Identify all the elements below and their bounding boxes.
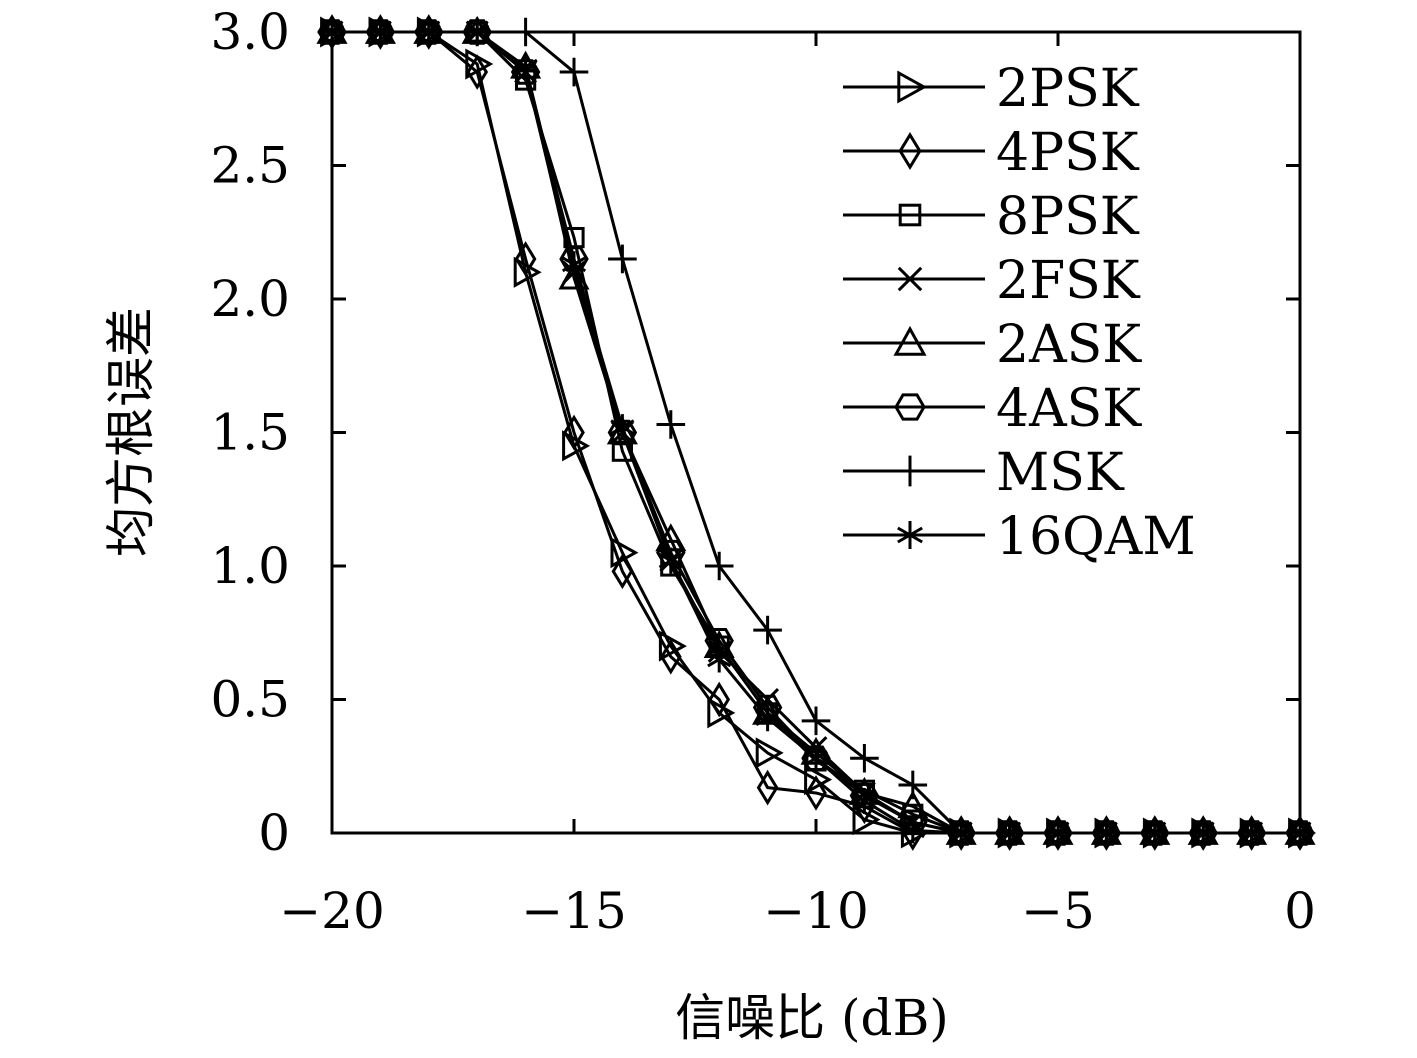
data-point-16qam [803,745,829,772]
data-point-16qam [900,817,925,844]
x-axis-title: 信噪比 (dB) [675,989,949,1047]
data-point-2psk [707,697,736,729]
data-point-4psk [514,241,537,277]
series-msk [317,17,1315,848]
data-point-16qam [513,53,538,80]
y-tick-label: 2.5 [210,137,290,195]
data-point-16qam [610,414,635,441]
data-point-4ask [704,628,734,654]
legend-label-4psk: 4PSK [996,123,1140,183]
x-tick-label: −20 [279,882,385,940]
data-point-msk [850,743,879,773]
data-point-4psk [708,681,731,718]
x-tick-label: 0 [1284,882,1316,940]
legend-label-8psk: 8PSK [996,187,1140,247]
data-point-2psk [755,737,784,769]
legend-marker-2fsk [897,266,923,292]
plot-area [316,14,1317,851]
data-point-16qam [852,787,877,814]
legend-item-8psk: 8PSK [843,187,1140,247]
data-point-4psk [611,553,634,590]
legend-item-2ask: 2ASK [843,315,1142,375]
legend-marker-8psk [898,203,922,227]
y-tick-label: 0.5 [210,671,290,729]
x-tick-label: −5 [1021,882,1095,940]
legend-item-msk: MSK [843,443,1125,503]
data-point-4psk [853,788,876,825]
data-point-4ask [849,782,880,809]
legend-marker-16qam [897,521,923,549]
legend-item-2fsk: 2FSK [843,251,1141,311]
legend-label-16qam: 16QAM [996,507,1196,567]
data-point-4ask [752,694,783,721]
legend-marker-2psk [897,70,928,104]
data-point-2psk [804,764,833,796]
data-point-msk [898,770,928,800]
data-point-16qam [561,251,587,278]
y-tick-label: 2.0 [210,270,290,328]
data-point-msk [753,615,782,645]
data-point-msk [656,410,686,439]
data-point-4ask [510,59,541,85]
legend-item-4ask: 4ASK [843,379,1142,439]
x-tick-label: −15 [521,882,627,940]
data-point-msk [608,244,637,274]
legend-label-msk: MSK [996,443,1125,503]
data-point-msk [559,57,589,87]
data-point-4ask [801,745,831,771]
data-point-msk [801,706,831,736]
data-point-4ask [559,246,589,272]
axis-ticks [330,30,1302,835]
data-point-4psk [466,54,489,90]
data-point-2ask [558,261,590,290]
y-tick-label: 1.0 [210,537,290,595]
y-axis-title: 均方根误差 [102,307,160,557]
legend-label-2fsk: 2FSK [996,251,1141,311]
data-point-16qam [658,547,683,574]
legend-label-2ask: 2ASK [996,315,1142,375]
y-tick-label: 3.0 [210,3,290,61]
axis-tick-labels: −20 −15 −10 −5 0 0 0.5 1.0 1.5 2.0 2.5 3.0 [210,3,1315,940]
data-point-2psk [658,630,687,662]
legend-item-16qam: 16QAM [843,507,1196,567]
legend-item-4psk: 4PSK [843,123,1140,183]
data-point-4psk [805,775,827,811]
data-point-2ask [897,790,929,819]
data-point-16qam [755,705,780,732]
legend-marker-4psk [898,132,922,170]
x-tick-label: −10 [763,882,869,940]
data-point-16qam [707,646,732,673]
data-point-msk [704,551,734,581]
legend-item-2psk: 2PSK [843,59,1140,119]
data-point-4psk [756,769,779,806]
data-point-4psk [563,414,585,451]
y-tick-label: 1.5 [210,404,290,462]
y-tick-label: 0 [258,804,290,862]
data-point-4psk [659,638,682,675]
legend-label-2psk: 2PSK [996,59,1140,119]
legend-marker-4ask [894,393,926,421]
legend-label-4ask: 4ASK [996,379,1142,439]
legend-marker-2ask [893,325,927,356]
legend-marker-msk [894,455,926,487]
